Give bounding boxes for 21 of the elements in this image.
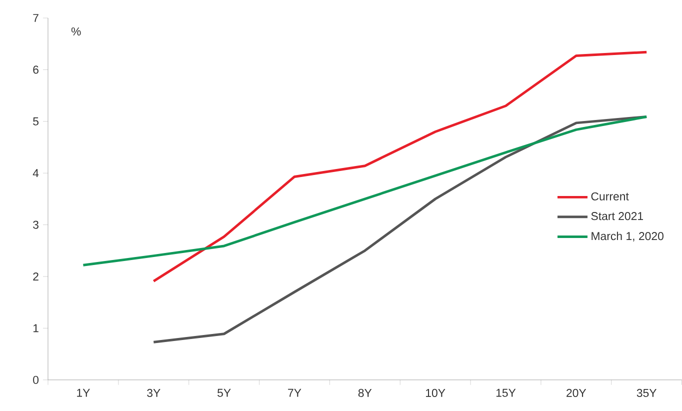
x-tick-label: 8Y	[358, 388, 372, 398]
legend-label: Current	[591, 192, 629, 200]
y-tick-label: 3	[33, 220, 38, 229]
y-axis-title: %	[71, 28, 81, 36]
legend-label: March 1, 2020	[592, 232, 664, 242]
x-tick-label: 5Y	[218, 388, 231, 397]
x-tick-label: 35Y	[636, 388, 657, 398]
y-tick-label: 4	[32, 169, 39, 178]
x-tick-label: 15Y	[496, 388, 516, 397]
y-tick-label: 1	[33, 324, 38, 332]
legend-label: Start 2021	[591, 212, 644, 220]
y-tick-label: 7	[33, 14, 38, 22]
x-tick-label: 7Y	[288, 388, 302, 397]
x-tick-label: 1Y	[77, 388, 90, 397]
y-tick-label: 5	[33, 117, 38, 126]
y-tick-label: 2	[33, 272, 38, 281]
y-tick-label: 0	[33, 376, 39, 384]
x-tick-label: 20Y	[566, 388, 586, 398]
y-tick-label: 6	[33, 66, 38, 74]
x-tick-label: 10Y	[426, 388, 446, 398]
x-tick-label: 3Y	[147, 388, 160, 398]
